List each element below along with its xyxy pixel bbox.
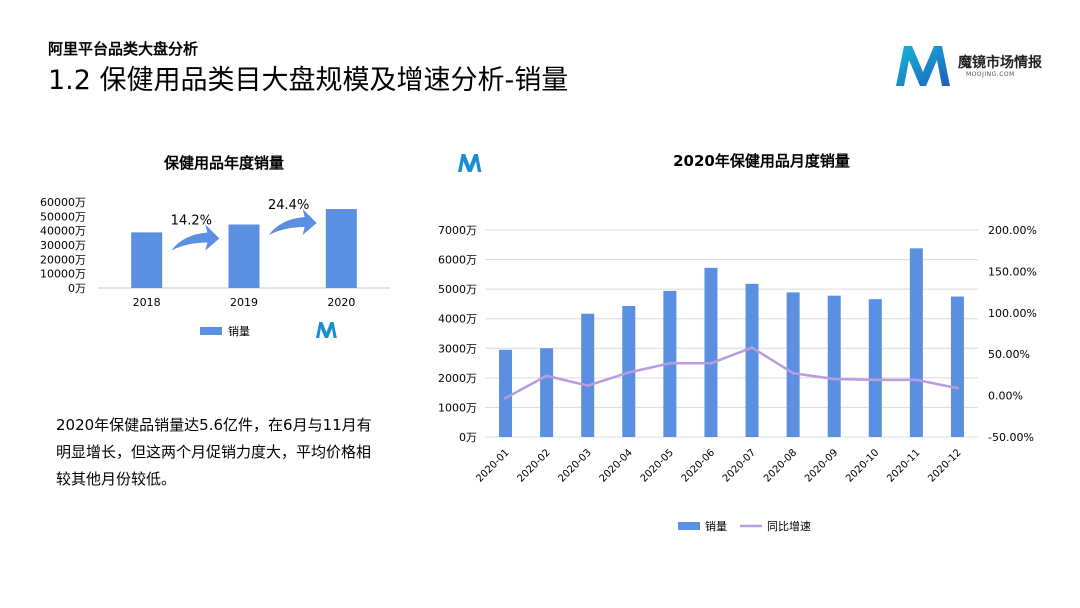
y-tick-label: 20000万 [40, 253, 86, 266]
growth-rate-point [627, 370, 631, 374]
x-tick-label: 2020-02 [515, 447, 552, 484]
y-tick-label: 7000万 [438, 224, 477, 237]
x-tick-label: 2020-12 [926, 447, 963, 484]
monthly-bar [909, 248, 923, 437]
growth-arrow-icon [268, 209, 317, 236]
monthly-bar [581, 313, 595, 437]
y-tick-label: 1000万 [438, 401, 477, 414]
page-subtitle: 阿里平台品类大盘分析 [48, 40, 199, 58]
legend-swatch-sales [200, 327, 222, 335]
y2-tick-label: 100.00% [988, 307, 1037, 320]
y-tick-label: 40000万 [40, 225, 86, 238]
brand-name: 魔镜市场情报 [958, 55, 1042, 71]
small-logo-icon [458, 154, 482, 172]
monthly-sales-chart: 2020年保健用品月度销量 7000万 6000万 5000万 4000万 3000万 20… [438, 152, 1037, 533]
x-tick-label: 2018 [133, 296, 161, 309]
growth-rate-point [586, 384, 590, 388]
x-tick-label: 2019 [230, 296, 258, 309]
x-tick-label: 2020-04 [598, 447, 635, 484]
y-tick-label: 2000万 [438, 372, 477, 385]
monthly-chart-title: 2020年保健用品月度销量 [673, 152, 850, 170]
monthly-bar [540, 348, 554, 437]
x-tick-label: 2020 [327, 296, 355, 309]
summary-text: 2020年保健品销量达5.6亿件，在6月与11月有明显增长，但这两个月促销力度大… [56, 416, 372, 488]
legend-swatch-sales [678, 522, 700, 530]
y2-tick-label: -50.00% [988, 431, 1034, 444]
y-tick-label: 4000万 [438, 313, 477, 326]
monthly-bar [704, 267, 718, 437]
y-tick-label: 60000万 [40, 196, 86, 209]
growth-rate-point [504, 396, 508, 400]
monthly-bar [745, 283, 759, 437]
y-tick-label: 5000万 [438, 283, 477, 296]
moojing-m-logo-icon [896, 46, 950, 86]
y-tick-label: 6000万 [438, 254, 477, 267]
y2-tick-label: 0.00% [988, 390, 1023, 403]
growth-rate-point [668, 361, 672, 365]
growth-rate-point [791, 371, 795, 375]
growth-rate-line [504, 346, 958, 400]
y-tick-label: 50000万 [40, 210, 86, 223]
annual-chart-title: 保健用品年度销量 [163, 154, 284, 172]
growth-annotation: 24.4% [268, 198, 309, 213]
y-tick-label: 3000万 [438, 342, 477, 355]
y2-tick-label: 200.00% [988, 224, 1037, 237]
brand-domain: MOOJING.COM [966, 71, 1015, 78]
growth-rate-point [914, 378, 918, 382]
y-tick-label: 0万 [459, 431, 477, 444]
growth-rate-point [709, 361, 713, 365]
x-tick-label: 2020-06 [680, 447, 717, 484]
y-tick-label: 10000万 [40, 268, 86, 281]
growth-rate-point [955, 386, 959, 390]
legend-label-sales: 销量 [705, 519, 727, 533]
y2-tick-label: 50.00% [988, 348, 1030, 361]
y2-tick-label: 150.00% [988, 265, 1037, 278]
monthly-bar [499, 349, 513, 437]
x-tick-label: 2020-08 [762, 447, 799, 484]
x-tick-label: 2020-10 [844, 447, 881, 484]
x-tick-label: 2020-01 [474, 447, 511, 484]
x-tick-label: 2020-09 [803, 447, 840, 484]
y-tick-label: 30000万 [40, 239, 86, 252]
growth-rate-point [750, 346, 754, 350]
growth-annotation: 14.2% [171, 214, 212, 229]
small-logo-icon [316, 322, 337, 338]
growth-arrow-icon [171, 224, 220, 251]
legend-label-sales: 销量 [228, 324, 250, 338]
monthly-bar [868, 299, 882, 437]
x-tick-label: 2020-07 [721, 447, 758, 484]
y-tick-label: 0万 [68, 282, 86, 295]
growth-rate-point [545, 374, 549, 378]
annual-bar [325, 209, 357, 288]
growth-rate-point [873, 378, 877, 382]
x-tick-label: 2020-05 [639, 447, 676, 484]
x-tick-label: 2020-03 [556, 447, 593, 484]
annual-bar [131, 232, 163, 288]
legend-label-growth: 同比增速 [767, 519, 811, 533]
monthly-bar [827, 295, 841, 437]
monthly-bar [950, 296, 964, 437]
x-tick-label: 2020-11 [885, 447, 922, 484]
growth-rate-point [832, 377, 836, 381]
brand-logo [896, 46, 950, 86]
annual-bar [228, 224, 260, 288]
page-title: 1.2 保健用品类目大盘规模及增速分析-销量 [48, 65, 569, 96]
monthly-bar [786, 292, 800, 437]
